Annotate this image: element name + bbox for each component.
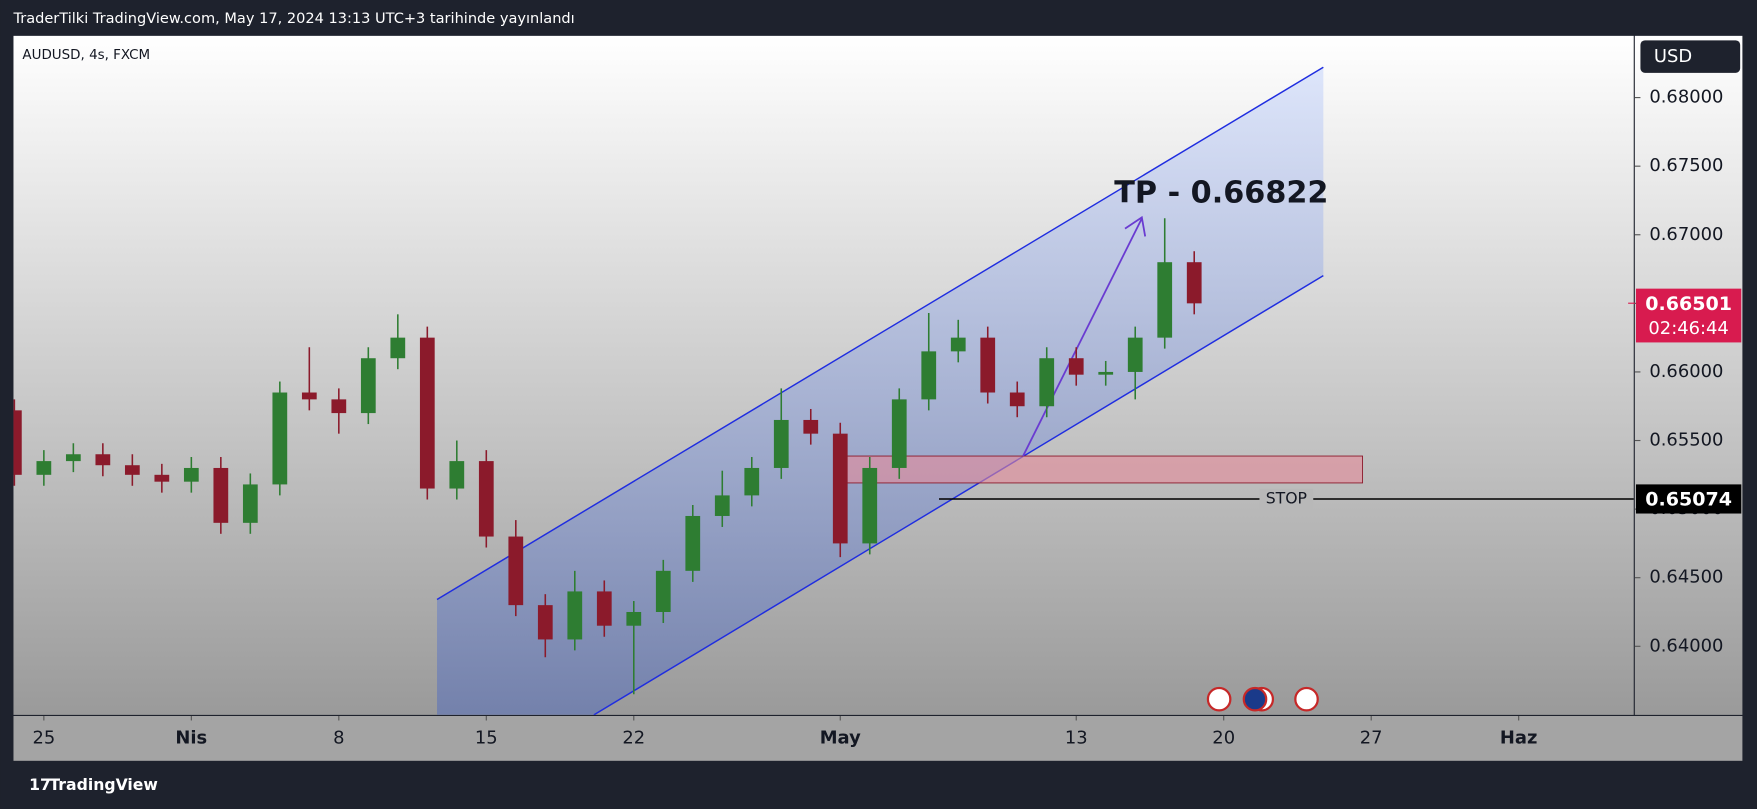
candle-body xyxy=(537,605,553,640)
tp-label: TP - 0.66822 xyxy=(1114,175,1328,210)
candle-body xyxy=(331,399,347,414)
header: TraderTilki TradingView.com, May 17, 202… xyxy=(12,10,574,27)
price-axis xyxy=(1634,35,1743,715)
x-tick-label: 27 xyxy=(1360,727,1383,748)
y-tick-label: 0.65500 xyxy=(1649,430,1723,451)
flag xyxy=(1294,686,1319,712)
stop-price: 0.65074 xyxy=(1645,489,1732,511)
x-tick-label: Haz xyxy=(1500,727,1538,748)
candle-body xyxy=(508,536,524,606)
candle-body xyxy=(124,465,140,475)
candle-body xyxy=(478,461,494,537)
candle-body xyxy=(1157,262,1173,338)
x-tick-label: 13 xyxy=(1065,727,1088,748)
last-price: 0.66501 xyxy=(1645,293,1732,315)
y-tick-label: 0.66000 xyxy=(1649,361,1723,382)
candles xyxy=(13,218,1202,695)
event-flags xyxy=(1206,686,1319,712)
stop-price-box xyxy=(1635,484,1742,514)
candle-body xyxy=(685,515,701,571)
footer-logo: 17 xyxy=(29,775,51,794)
candle-body xyxy=(449,461,465,489)
candle-body xyxy=(272,392,288,485)
footer: TradingView xyxy=(49,775,158,794)
y-tick-label: 0.67500 xyxy=(1649,155,1723,176)
channel-fill xyxy=(437,67,1324,715)
candle-body xyxy=(862,467,878,544)
candle-body xyxy=(980,337,996,393)
x-tick-label: 8 xyxy=(333,727,344,748)
x-tick-label: May xyxy=(820,727,861,748)
candle-body xyxy=(596,591,612,626)
candle-body xyxy=(803,419,819,434)
candle-body xyxy=(714,495,730,516)
y-tick-label: 0.64500 xyxy=(1649,567,1723,588)
candle-body xyxy=(1009,392,1025,407)
candle-body xyxy=(1098,371,1114,375)
time-axis xyxy=(13,715,1743,761)
x-tick-label: Nis xyxy=(175,727,207,748)
candle-body xyxy=(301,392,317,400)
candle-body xyxy=(390,337,406,359)
candle-body xyxy=(13,410,22,475)
candle-body xyxy=(1068,358,1084,375)
candle-body xyxy=(950,337,966,352)
y-tick-label: 0.68000 xyxy=(1649,87,1723,108)
candle-body xyxy=(95,454,111,466)
candle-body xyxy=(213,467,229,523)
symbol: AUDUSD, 4s, FXCM xyxy=(22,48,150,63)
candle-body xyxy=(419,337,435,489)
candle-body xyxy=(65,454,81,462)
zone xyxy=(835,455,1364,484)
x-tick-label: 15 xyxy=(475,727,498,748)
arrow-head xyxy=(1124,215,1147,237)
candle-body xyxy=(242,484,258,523)
candle-body xyxy=(154,474,170,482)
stop-label-bg xyxy=(1259,488,1314,510)
stop-label: STOP xyxy=(1266,488,1307,507)
candle-body xyxy=(921,351,937,400)
y-tick-label: 0.67000 xyxy=(1649,224,1723,245)
candle-body xyxy=(1127,337,1143,372)
x-tick-label: 20 xyxy=(1212,727,1235,748)
candle-body xyxy=(773,419,789,468)
flag xyxy=(1242,686,1268,712)
drawings xyxy=(436,66,1364,715)
last-price-box xyxy=(1635,288,1742,343)
currency-box xyxy=(1640,40,1741,73)
arrow xyxy=(1022,218,1143,457)
candle-body xyxy=(891,399,907,468)
candle-body xyxy=(832,433,848,544)
candle-body xyxy=(36,461,52,475)
candle-body xyxy=(744,467,760,496)
candle-body xyxy=(655,570,671,612)
x-tick-label: 25 xyxy=(32,727,55,748)
candle-body xyxy=(1186,262,1202,304)
currency: USD xyxy=(1654,46,1692,67)
y-tick-label: 0.64000 xyxy=(1649,635,1723,656)
candle-body xyxy=(626,611,642,626)
candle-body xyxy=(360,358,376,414)
candle-body xyxy=(183,467,199,482)
countdown: 02:46:44 xyxy=(1648,318,1728,339)
channel-upper xyxy=(436,66,1324,601)
candle-body xyxy=(1039,358,1055,407)
flag xyxy=(1206,686,1232,712)
candle-body xyxy=(567,591,583,640)
x-tick-label: 22 xyxy=(622,727,645,748)
channel-lower xyxy=(593,275,1324,715)
